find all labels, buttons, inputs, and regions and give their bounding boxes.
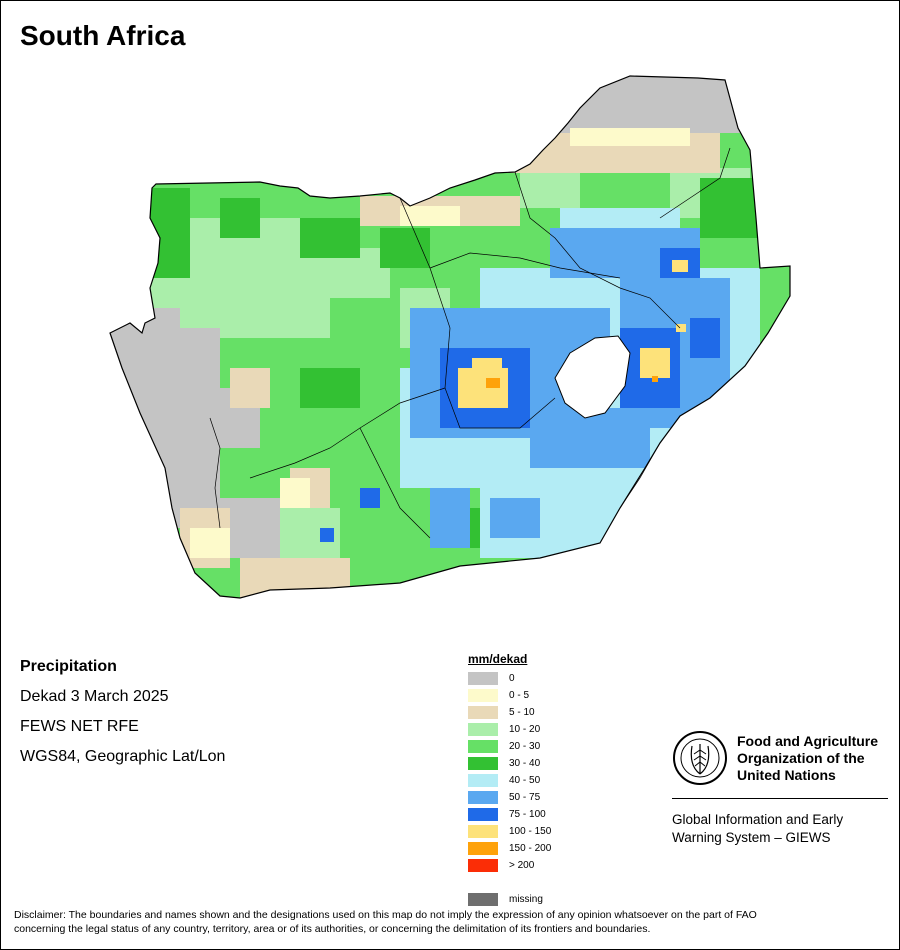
disclaimer-line1: Disclaimer: The boundaries and names sho…	[14, 909, 757, 921]
fao-name-line1: Food and Agriculture	[737, 732, 879, 749]
map-title: South Africa	[20, 20, 186, 51]
legend-label: 10 - 20	[509, 724, 541, 735]
legend-swatch	[468, 859, 498, 872]
legend-label: 5 - 10	[509, 707, 535, 718]
legend-swatch	[468, 723, 498, 736]
legend-item: > 200	[468, 857, 551, 874]
legend-item: 30 - 40	[468, 755, 551, 772]
disclaimer-line2: concerning the legal status of any count…	[14, 923, 651, 935]
legend-label: 50 - 75	[509, 792, 541, 803]
lesotho-enclave	[554, 335, 631, 419]
legend-item: 40 - 50	[468, 772, 551, 789]
disclaimer: Disclaimer: The boundaries and names sho…	[14, 908, 894, 936]
map-canvas	[109, 75, 791, 599]
fao-giews-logo: Food and Agriculture Organization of the…	[672, 730, 888, 847]
giews-line1: Global Information and Early	[672, 812, 844, 827]
legend-label: 100 - 150	[509, 826, 552, 837]
map-info: Precipitation Dekad 3 March 2025 FEWS NE…	[20, 656, 225, 776]
fao-name-line2: Organization of the	[737, 749, 865, 766]
legend-swatch	[468, 791, 498, 804]
legend-label: 150 - 200	[509, 843, 552, 854]
legend-swatch	[468, 740, 498, 753]
giews-line2: Warning System – GIEWS	[672, 830, 831, 845]
fao-name-line3: United Nations	[737, 766, 836, 783]
legend-swatch	[468, 808, 498, 821]
legend-swatch	[468, 774, 498, 787]
legend-label: 40 - 50	[509, 775, 541, 786]
legend-missing-swatch	[468, 892, 498, 906]
logo-divider	[672, 798, 888, 799]
giews-name: Global Information and Early Warning Sys…	[672, 811, 888, 847]
legend-label: 75 - 100	[509, 809, 546, 820]
legend-item: 0 - 5	[468, 687, 551, 704]
legend-swatch	[468, 757, 498, 770]
province-boundaries	[209, 147, 731, 539]
precipitation-map	[100, 68, 800, 608]
legend-label: > 200	[509, 860, 535, 871]
legend-label: 0	[509, 673, 515, 684]
legend-item: 10 - 20	[468, 721, 551, 738]
legend: mm/dekad 0 0 - 5 5 - 10 10 - 20 20 - 30 30 - …	[468, 652, 551, 906]
legend-swatch	[468, 689, 498, 702]
legend-label: 0 - 5	[509, 690, 530, 701]
legend-swatch	[468, 672, 498, 685]
period-label: Dekad 3 March 2025	[20, 688, 169, 705]
fao-name: Food and Agriculture Organization of the…	[737, 733, 878, 784]
source-label: FEWS NET RFE	[20, 718, 139, 735]
legend-missing: missing	[468, 892, 551, 906]
legend-item: 75 - 100	[468, 806, 551, 823]
legend-item: 100 - 150	[468, 823, 551, 840]
precipitation-grid	[110, 76, 790, 598]
legend-item: 150 - 200	[468, 840, 551, 857]
fao-emblem-icon	[673, 731, 727, 785]
variable-label: Precipitation	[20, 658, 117, 675]
legend-classes: 0 0 - 5 5 - 10 10 - 20 20 - 30 30 - 40 40 - 50…	[468, 670, 551, 874]
legend-item: 50 - 75	[468, 789, 551, 806]
legend-swatch	[468, 825, 498, 838]
projection-label: WGS84, Geographic Lat/Lon	[20, 748, 226, 765]
legend-item: 5 - 10	[468, 704, 551, 721]
legend-label: 30 - 40	[509, 758, 541, 769]
legend-swatch	[468, 842, 498, 855]
legend-item: 20 - 30	[468, 738, 551, 755]
legend-title: mm/dekad	[468, 652, 528, 666]
legend-swatch	[468, 706, 498, 719]
legend-label: 20 - 30	[509, 741, 541, 752]
legend-missing-label: missing	[509, 893, 543, 905]
legend-item: 0	[468, 670, 551, 687]
